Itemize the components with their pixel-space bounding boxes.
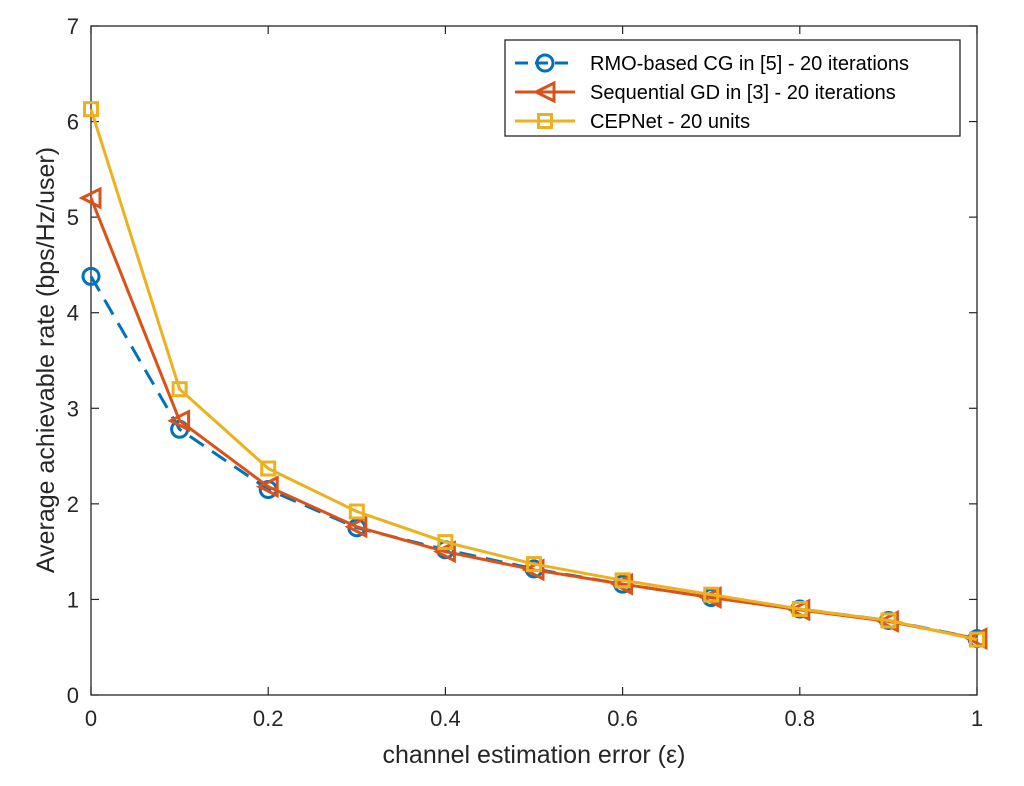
y-tick-label: 5 (67, 205, 79, 230)
data-point-square (83, 101, 99, 118)
legend: RMO-based CG in [5] - 20 iterations Seque… (504, 39, 961, 137)
data-point-circle (81, 266, 101, 286)
x-tick-label: 0.6 (607, 706, 638, 731)
data-point-square (171, 381, 188, 398)
x-tick-label: 0.2 (253, 706, 284, 731)
plot-frame (90, 25, 978, 696)
y-axis-label: Average achievable rate (bps/Hz/user) (32, 147, 60, 573)
data-point-square (969, 631, 985, 648)
y-tick-label: 2 (67, 492, 79, 517)
legend-label: Sequential GD in [3] - 20 iterations (590, 82, 896, 104)
y-tick-label: 7 (67, 14, 79, 39)
data-point-square (348, 503, 365, 520)
y-tick-label: 1 (67, 587, 79, 612)
data-point-square (880, 612, 897, 629)
series-line (89, 108, 978, 642)
x-axis-ticks: 0 0.2 0.4 0.6 0.8 1 (85, 26, 983, 731)
series-line (89, 275, 978, 641)
data-point-triangle (255, 475, 279, 499)
data-point-triangle (78, 186, 102, 210)
x-axis-label: channel estimation error (ε) (383, 741, 686, 769)
data-point-square (260, 460, 277, 477)
legend-entry: CEPNet - 20 units (515, 111, 750, 133)
legend-entry: RMO-based CG in [5] - 20 iterations (515, 53, 909, 75)
x-tick-label: 0 (85, 706, 97, 731)
legend-label: RMO-based CG in [5] - 20 iterations (590, 53, 909, 75)
legend-box (504, 39, 961, 137)
series-3 (83, 101, 985, 648)
y-tick-label: 4 (67, 301, 79, 326)
legend-entry: Sequential GD in [3] - 20 iterations (515, 80, 896, 104)
data-point-triangle (167, 409, 191, 433)
x-tick-label: 0.8 (785, 706, 816, 731)
y-tick-label: 3 (67, 396, 79, 421)
plot-area: 0 0.2 0.4 0.6 0.8 1 0 1 2 3 4 5 6 7 (67, 14, 988, 731)
y-axis-ticks: 0 1 2 3 4 5 6 7 (67, 14, 977, 708)
data-point-square (537, 113, 553, 129)
data-point-circle (535, 53, 555, 73)
y-tick-label: 6 (67, 110, 79, 135)
data-point-triangle (344, 515, 368, 539)
data-point-square (526, 556, 542, 573)
x-tick-label: 0.4 (430, 706, 461, 731)
y-tick-label: 0 (67, 683, 79, 708)
data-point-square (791, 600, 808, 617)
data-point-triangle (532, 80, 556, 104)
x-tick-label: 1 (971, 706, 983, 731)
data-point-square (437, 534, 454, 551)
legend-label: CEPNet - 20 units (590, 111, 750, 133)
legend-entries: RMO-based CG in [5] - 20 iterations Seque… (515, 53, 909, 133)
data-series (78, 101, 988, 651)
data-point-square (614, 572, 631, 589)
data-point-square (703, 586, 720, 603)
